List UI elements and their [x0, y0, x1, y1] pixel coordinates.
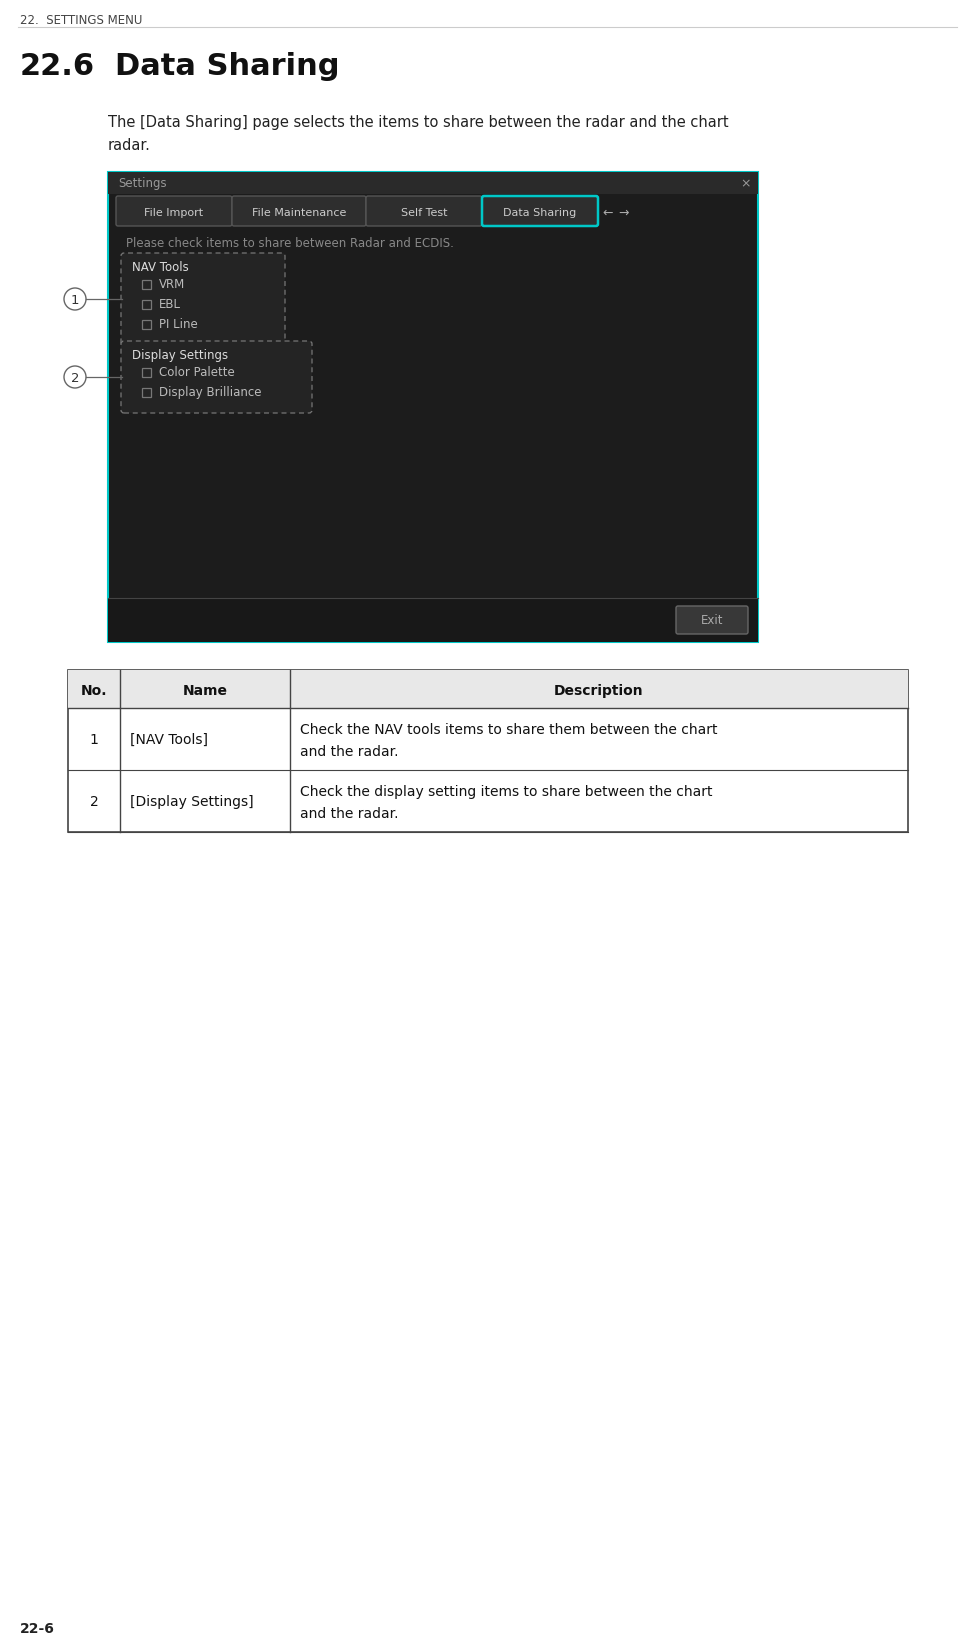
Text: and the radar.: and the radar. [300, 744, 399, 759]
Text: The [Data Sharing] page selects the items to share between the radar and the cha: The [Data Sharing] page selects the item… [108, 115, 728, 129]
Text: and the radar.: and the radar. [300, 806, 399, 821]
Text: Check the NAV tools items to share them between the chart: Check the NAV tools items to share them … [300, 723, 718, 736]
Text: [Display Settings]: [Display Settings] [130, 795, 254, 808]
Text: Data Sharing: Data Sharing [115, 52, 339, 80]
Text: ×: × [741, 177, 752, 190]
FancyBboxPatch shape [366, 197, 482, 226]
Text: EBL: EBL [159, 298, 181, 311]
Text: 1: 1 [71, 293, 79, 306]
Text: VRM: VRM [159, 279, 185, 290]
Text: 22.  SETTINGS MENU: 22. SETTINGS MENU [20, 15, 142, 26]
Text: Display Brilliance: Display Brilliance [159, 385, 261, 398]
Text: 2: 2 [71, 372, 79, 384]
Text: Data Sharing: Data Sharing [503, 208, 576, 218]
Text: 1: 1 [90, 733, 98, 746]
Text: PI Line: PI Line [159, 318, 198, 331]
Text: radar.: radar. [108, 138, 151, 152]
Bar [108, 598, 758, 642]
Text: File Maintenance: File Maintenance [252, 208, 346, 218]
Text: Settings: Settings [118, 177, 167, 190]
Text: 22-6: 22-6 [20, 1621, 55, 1636]
Text: Check the display setting items to share between the chart: Check the display setting items to share… [300, 785, 713, 798]
Bar [68, 670, 908, 708]
FancyBboxPatch shape [116, 197, 232, 226]
Text: 2: 2 [90, 795, 98, 808]
FancyBboxPatch shape [232, 197, 366, 226]
Bar [142, 300, 151, 310]
Text: [NAV Tools]: [NAV Tools] [130, 733, 208, 746]
FancyBboxPatch shape [121, 254, 285, 346]
Text: NAV Tools: NAV Tools [132, 261, 189, 274]
Bar [142, 320, 151, 329]
Text: ←: ← [603, 207, 613, 220]
Text: 22.6: 22.6 [20, 52, 96, 80]
Text: Color Palette: Color Palette [159, 365, 235, 379]
Text: Exit: Exit [701, 615, 723, 628]
Bar [108, 172, 758, 642]
Text: →: → [619, 207, 629, 220]
Text: File Import: File Import [144, 208, 204, 218]
Bar [142, 280, 151, 290]
Bar [68, 670, 908, 833]
Bar [142, 369, 151, 377]
Text: Please check items to share between Radar and ECDIS.: Please check items to share between Rada… [126, 238, 454, 249]
FancyBboxPatch shape [121, 343, 312, 413]
Bar [142, 388, 151, 397]
Text: Self Test: Self Test [401, 208, 448, 218]
FancyBboxPatch shape [676, 606, 748, 634]
Text: No.: No. [81, 683, 107, 698]
Bar [108, 172, 758, 195]
Text: Display Settings: Display Settings [132, 349, 228, 362]
Text: Description: Description [554, 683, 644, 698]
Text: Name: Name [182, 683, 227, 698]
FancyBboxPatch shape [482, 197, 598, 226]
